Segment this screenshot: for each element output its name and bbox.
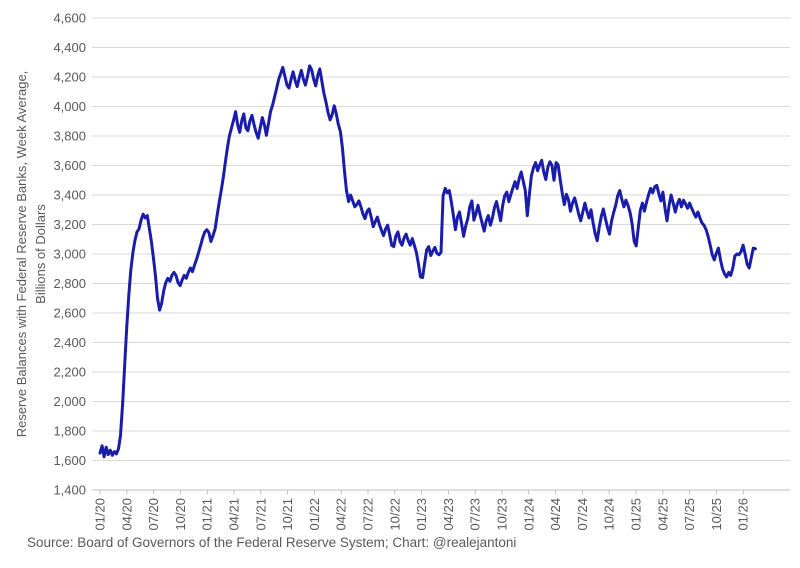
x-tick-label: 01/26	[736, 498, 751, 531]
x-tick-label: 07/23	[468, 498, 483, 531]
x-tick-label: 10/25	[709, 498, 724, 531]
y-tick-label: 2,600	[53, 306, 86, 321]
x-tick-label: 01/25	[629, 498, 644, 531]
x-tick-label: 07/25	[682, 498, 697, 531]
x-axis-tick-marks	[99, 490, 744, 495]
y-tick-label: 4,000	[53, 99, 86, 114]
x-tick-label: 10/24	[602, 498, 617, 531]
x-tick-label: 01/24	[521, 498, 536, 531]
y-tick-label: 4,200	[53, 70, 86, 85]
x-tick-label: 01/22	[307, 498, 322, 531]
x-tick-label: 07/22	[361, 498, 376, 531]
y-tick-label: 1,800	[53, 424, 86, 439]
y-axis-title-line2: Billions of Dollars	[33, 204, 48, 304]
reserve-balances-series-line	[98, 64, 757, 459]
x-tick-label: 04/25	[655, 498, 670, 531]
y-tick-label: 4,600	[53, 11, 86, 26]
x-tick-label: 04/20	[119, 498, 134, 531]
x-tick-label: 10/20	[173, 498, 188, 531]
y-tick-label: 3,600	[53, 158, 86, 173]
y-tick-label: 3,200	[53, 217, 86, 232]
y-tick-label: 2,200	[53, 365, 86, 380]
x-tick-label: 01/20	[93, 498, 108, 531]
source-caption: Source: Board of Governors of the Federa…	[27, 535, 516, 550]
y-tick-label: 3,000	[53, 247, 86, 262]
x-axis-tick-labels: 01/20 04/20 07/20 10/20 01/21 04/21 07/21 10/21…	[93, 498, 751, 531]
x-tick-label: 04/22	[334, 498, 349, 531]
x-tick-label: 10/22	[387, 498, 402, 531]
x-tick-label: 07/20	[146, 498, 161, 531]
y-tick-label: 3,800	[53, 129, 86, 144]
y-tick-label: 1,400	[53, 483, 86, 498]
y-axis-title-line1: Reserve Balances with Federal Reserve Ba…	[14, 71, 29, 438]
y-tick-label: 2,000	[53, 394, 86, 409]
x-tick-label: 10/23	[495, 498, 510, 531]
x-tick-label: 04/24	[548, 498, 563, 531]
x-tick-label: 07/24	[575, 498, 590, 531]
y-tick-label: 1,600	[53, 453, 86, 468]
x-tick-label: 01/21	[200, 498, 215, 531]
y-tick-label: 2,800	[53, 276, 86, 291]
x-tick-label: 04/23	[441, 498, 456, 531]
x-tick-label: 07/21	[253, 498, 268, 531]
y-tick-label: 2,400	[53, 335, 86, 350]
y-axis-tick-labels: 1,400 1,600 1,800 2,000 2,200 2,400 2,600 2,800…	[53, 11, 86, 498]
x-tick-label: 10/21	[280, 498, 295, 531]
y-tick-label: 4,400	[53, 40, 86, 55]
gridlines	[92, 17, 790, 461]
x-tick-label: 04/21	[227, 498, 242, 531]
x-tick-label: 01/23	[414, 498, 429, 531]
y-tick-label: 3,400	[53, 188, 86, 203]
